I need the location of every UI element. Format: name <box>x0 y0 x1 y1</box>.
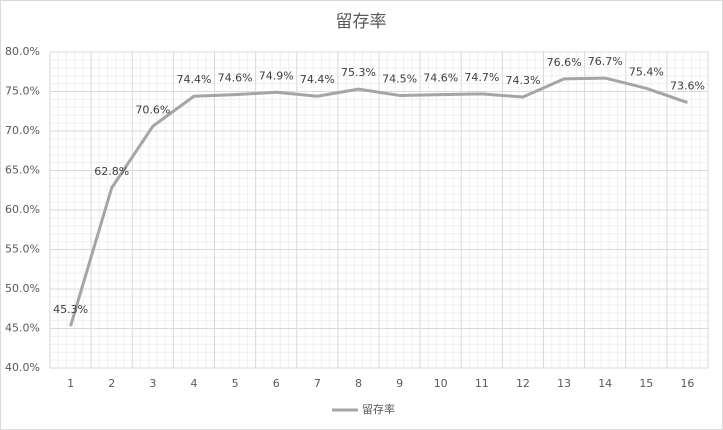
y-tick-label: 55.0% <box>5 243 40 256</box>
x-tick-label: 12 <box>516 377 530 390</box>
chart-title: 留存率 <box>336 12 387 32</box>
x-tick-label: 14 <box>598 377 612 390</box>
data-label: 45.3% <box>53 303 88 316</box>
y-tick-label: 75.0% <box>5 85 40 98</box>
data-label: 74.5% <box>382 72 417 85</box>
x-tick-label: 1 <box>67 377 74 390</box>
data-label: 75.3% <box>341 66 376 79</box>
data-label: 74.6% <box>218 72 253 85</box>
x-tick-label: 8 <box>355 377 362 390</box>
x-tick-label: 13 <box>557 377 571 390</box>
x-tick-label: 11 <box>475 377 489 390</box>
x-tick-label: 7 <box>314 377 321 390</box>
x-tick-label: 5 <box>232 377 239 390</box>
y-tick-label: 50.0% <box>5 282 40 295</box>
x-tick-label: 2 <box>108 377 115 390</box>
legend-label: 留存率 <box>362 402 395 416</box>
x-tick-label: 10 <box>434 377 448 390</box>
data-label: 76.6% <box>547 56 582 69</box>
x-tick-label: 6 <box>273 377 280 390</box>
y-tick-label: 40.0% <box>5 361 40 374</box>
data-label: 75.4% <box>629 65 664 78</box>
y-tick-label: 80.0% <box>5 45 40 58</box>
y-tick-label: 65.0% <box>5 164 40 177</box>
x-tick-label: 15 <box>639 377 653 390</box>
x-tick-label: 9 <box>396 377 403 390</box>
data-line <box>69 76 688 327</box>
y-tick-label: 60.0% <box>5 203 40 216</box>
data-label: 73.6% <box>670 80 705 93</box>
y-tick-label: 45.0% <box>5 322 40 335</box>
y-tick-label: 70.0% <box>5 124 40 137</box>
x-tick-label: 16 <box>680 377 694 390</box>
x-tick-label: 3 <box>149 377 156 390</box>
data-label: 76.7% <box>588 55 623 68</box>
data-label: 62.8% <box>94 165 129 178</box>
data-label: 74.6% <box>423 72 458 85</box>
x-tick-label: 4 <box>190 377 197 390</box>
data-label: 74.4% <box>300 73 335 86</box>
data-label: 74.7% <box>464 71 499 84</box>
data-label: 74.3% <box>505 74 540 87</box>
data-label: 74.9% <box>259 69 294 82</box>
data-label: 74.4% <box>176 73 211 86</box>
data-label: 70.6% <box>135 103 170 116</box>
